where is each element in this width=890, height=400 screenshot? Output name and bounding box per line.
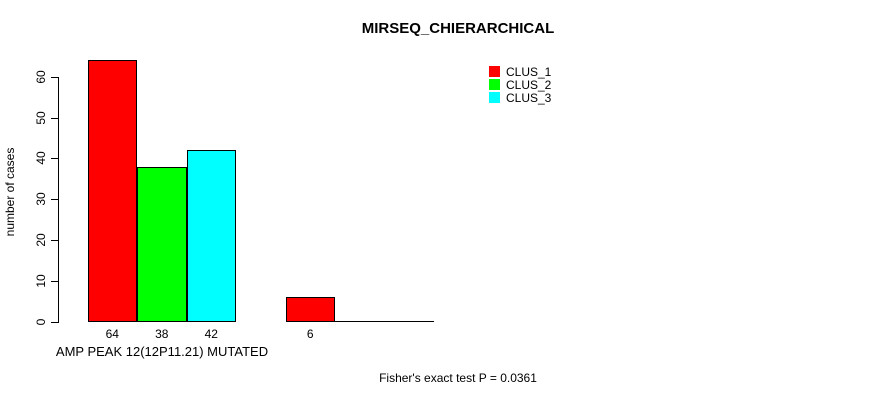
bar-value-label: 38 [155,327,169,341]
y-tick [51,158,58,160]
y-tick [51,281,58,283]
legend-swatch-clus-3 [489,92,500,103]
legend-swatch-clus-2 [489,79,500,90]
y-axis-label: number of cases [3,147,17,237]
legend-label-clus-3: CLUS_3 [506,90,552,105]
fisher-test-annotation: Fisher's exact test P = 0.0361 [379,371,537,385]
bar-clus_2-group-1 [137,166,187,322]
chart-title: MIRSEQ_CHIERARCHICAL [361,20,555,37]
y-tick [51,117,58,119]
bar-clus_1-group-2 [285,297,335,322]
x-axis-label: AMP PEAK 12(12P11.21) MUTATED [55,344,269,359]
y-tick [51,322,58,323]
legend: CLUS_1 CLUS_2 CLUS_3 [489,64,552,105]
zero-bar-clus_3-group-2 [384,321,434,322]
legend-label-clus-2: CLUS_2 [506,77,552,92]
legend-label-clus-1: CLUS_1 [506,64,552,79]
y-tick [51,199,58,201]
legend-swatch-clus-1 [489,66,500,77]
y-axis-line [58,76,59,323]
legend-item-clus-3: CLUS_3 [489,90,552,105]
y-tick-label: 50 [34,110,48,125]
bar-clus_1-group-1 [87,60,137,322]
y-tick-label: 60 [34,69,48,84]
zero-bar-clus_2-group-2 [335,321,385,322]
y-tick-label: 10 [34,274,48,288]
bar-value-label: 6 [306,327,314,341]
y-tick-label: 40 [34,151,48,166]
y-tick-label: 30 [34,192,48,206]
bar-value-label: 64 [105,327,119,341]
legend-item-clus-1: CLUS_1 [489,64,552,79]
y-tick [51,76,58,78]
bar-value-label: 42 [204,327,218,341]
legend-item-clus-2: CLUS_2 [489,77,552,92]
bar-clus_3-group-1 [186,150,236,322]
y-tick-label: 0 [34,318,48,326]
y-tick-label: 20 [34,233,48,247]
y-tick [51,240,58,242]
